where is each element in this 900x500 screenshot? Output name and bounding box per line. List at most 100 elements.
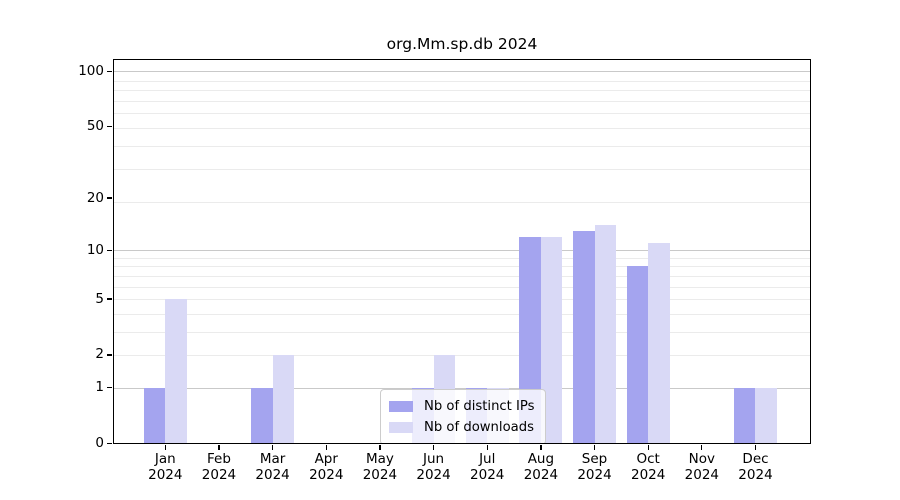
gridline-minor [113,331,811,333]
bar-distinct-ips [734,387,756,444]
gridline-minor [113,202,811,204]
x-tick-month: Feb [207,451,231,467]
x-tick-year: 2024 [630,467,666,483]
bar-distinct-ips [573,230,595,444]
x-tick-year: 2024 [523,467,559,483]
gridline-minor [113,146,811,148]
y-axis-tick-mark [107,125,112,128]
gridline-minor [113,113,811,115]
x-axis-tick-mark [379,444,381,450]
x-axis-tick-mark [218,444,220,450]
x-axis-tick-label: Dec 2024 [723,451,787,483]
gridline-minor [113,169,811,171]
bar-distinct-ips [626,266,649,444]
gridline-minor [113,101,811,103]
legend-swatch [389,401,413,412]
plot-area: Nb of distinct IPs Nb of downloads [113,59,811,444]
x-tick-month: Aug [527,451,555,467]
y-axis-tick-label: 5 [95,290,104,307]
x-tick-year: 2024 [255,467,290,483]
legend-label: Nb of downloads [424,420,534,435]
x-tick-month: Mar [259,451,286,467]
x-axis-tick-mark [701,444,703,450]
bar-distinct-ips [143,387,166,444]
x-tick-month: Nov [688,451,715,467]
legend-item: Nb of distinct IPs [389,396,537,417]
gridline-major [113,250,811,252]
y-axis-tick-label: 10 [86,241,104,258]
y-axis-tick-label: 50 [86,118,104,135]
legend-label: Nb of distinct IPs [424,399,535,414]
x-tick-year: 2024 [470,467,505,483]
y-axis-tick-mark [107,354,112,356]
x-tick-month: Oct [636,451,660,467]
x-axis-tick-label: Sep 2024 [563,451,627,483]
x-axis-tick-mark [754,444,757,450]
legend-swatch [389,422,413,433]
x-axis-tick-label: May 2024 [348,451,412,483]
legend-item: Nb of downloads [389,417,537,438]
x-axis-tick-mark [432,444,435,450]
x-axis-tick-label: Mar 2024 [241,451,305,483]
x-tick-month: Sep [581,451,608,467]
y-axis-tick-mark [107,442,112,445]
x-axis-tick-mark [540,444,542,450]
x-tick-year: 2024 [416,467,451,483]
bar-distinct-ips [251,387,273,444]
y-axis-tick-mark [107,249,112,251]
y-axis-tick-label: 1 [95,379,104,396]
x-axis-tick-mark [164,444,166,450]
x-axis-tick-label: Aug 2024 [509,451,573,483]
x-axis-tick-mark [647,444,649,450]
x-tick-month: Apr [314,451,338,467]
gridline-minor [113,128,811,130]
x-axis-tick-mark [271,444,274,450]
x-tick-month: Dec [742,451,769,467]
x-axis-tick-label: Feb 2024 [187,451,251,483]
x-tick-month: Jul [479,451,496,467]
bar-downloads [540,236,563,444]
bar-downloads [272,354,294,444]
y-axis-tick-label: 0 [95,435,104,451]
x-tick-year: 2024 [577,467,612,483]
gridline-major [113,71,811,73]
x-axis-tick-label: Apr 2024 [294,451,358,483]
gridline-minor [113,313,811,315]
gridline-minor [113,286,811,288]
x-tick-year: 2024 [362,467,398,483]
bar-downloads [165,299,187,444]
x-tick-month: Jan [154,451,176,467]
y-axis-tick-label: 2 [95,346,104,363]
x-axis-tick-label: Oct 2024 [616,451,680,483]
gridline-minor [113,299,811,301]
x-axis-tick-mark [593,444,596,450]
x-axis-tick-label: Jan 2024 [133,451,197,483]
x-tick-year: 2024 [148,467,183,483]
gridline-minor [113,275,811,277]
y-axis-tick-mark [107,197,112,199]
x-tick-month: Jun [423,451,445,467]
x-tick-month: May [365,451,394,467]
legend: Nb of distinct IPs Nb of downloads [380,389,546,444]
gridline-minor [113,90,811,92]
gridline-minor [113,257,811,259]
x-tick-year: 2024 [684,467,719,483]
x-axis-tick-label: Jun 2024 [402,451,466,483]
x-axis-tick-label: Nov 2024 [670,451,734,483]
x-tick-year: 2024 [309,467,344,483]
x-axis-tick-mark [486,444,488,450]
y-axis-tick-mark [107,298,112,300]
gridline-major [113,387,811,389]
bar-downloads [648,243,670,444]
y-axis-tick-label: 100 [78,62,104,79]
y-axis-tick-mark [107,70,112,73]
gridline-minor [113,266,811,268]
gridline-minor [113,354,811,356]
x-axis-tick-mark [325,444,327,450]
y-axis-tick-mark [107,386,112,389]
x-axis-tick-label: Jul 2024 [455,451,519,483]
x-tick-year: 2024 [738,467,773,483]
x-tick-year: 2024 [201,467,237,483]
bar-downloads [594,225,616,444]
